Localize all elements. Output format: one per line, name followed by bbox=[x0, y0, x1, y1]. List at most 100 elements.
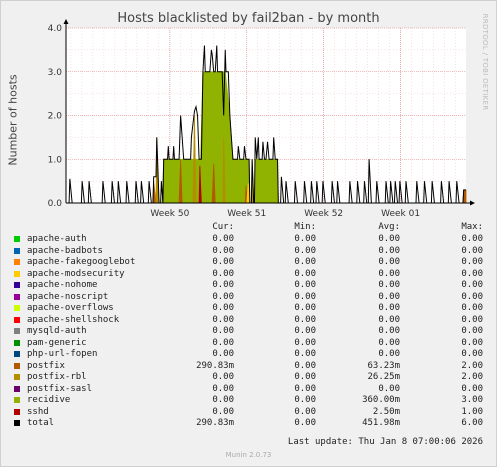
legend-row-postfix-rbl: postfix-rbl 0.00 0.00 26.25m 2.00 bbox=[0, 372, 497, 383]
legend-cur: 0.00 bbox=[212, 406, 234, 417]
legend-cur: 0.00 bbox=[212, 257, 234, 267]
legend-avg: 0.00 bbox=[378, 257, 400, 267]
legend-min: 0.00 bbox=[294, 383, 316, 394]
legend-row-pam-generic: pam-generic 0.00 0.00 0.00 0.00 bbox=[0, 338, 497, 349]
y-tick-label: 3.0 bbox=[48, 68, 63, 78]
legend-row-apache-badbots: apache-badbots 0.00 0.00 0.00 0.00 bbox=[0, 246, 497, 257]
legend-cur: 0.00 bbox=[212, 280, 234, 290]
legend-min: 0.00 bbox=[294, 337, 316, 348]
legend-row-apache-shellshock: apache-shellshock 0.00 0.00 0.00 0.00 bbox=[0, 315, 497, 326]
legend-swatch bbox=[14, 374, 20, 380]
legend-row-php-url-fopen: php-url-fopen 0.00 0.00 0.00 0.00 bbox=[0, 349, 497, 360]
y-tick-label: 2.0 bbox=[48, 112, 63, 122]
legend-cur: 0.00 bbox=[212, 349, 234, 359]
legend-cur: 0.00 bbox=[212, 291, 234, 302]
legend-max: 0.00 bbox=[461, 326, 483, 336]
legend-cur: 290.83m bbox=[196, 360, 234, 371]
legend-min: 0.00 bbox=[294, 349, 316, 359]
legend-swatch bbox=[14, 339, 20, 346]
legend-name: postfix bbox=[27, 360, 65, 371]
legend-max: 0.00 bbox=[461, 268, 483, 279]
legend-name: apache-noscript bbox=[27, 291, 109, 302]
legend-swatch bbox=[14, 316, 20, 323]
legend-min: 0.00 bbox=[294, 418, 316, 428]
legend-header: Cur: Min: Avg: Max: bbox=[0, 222, 497, 233]
y-tick-label: 0.0 bbox=[48, 199, 63, 209]
legend-name: sshd bbox=[27, 406, 49, 417]
legend-row-apache-noscript: apache-noscript 0.00 0.00 0.00 0.00 bbox=[0, 292, 497, 303]
legend-name: postfix-rbl bbox=[27, 372, 87, 382]
legend-header-max: Max: bbox=[461, 222, 483, 232]
legend-swatch bbox=[14, 408, 20, 415]
legend-row-mysqld-auth: mysqld-auth 0.00 0.00 0.00 0.00 bbox=[0, 326, 497, 337]
legend-avg: 360.00m bbox=[362, 395, 400, 405]
legend-row-total: total 290.83m 0.00 451.98m 6.00 bbox=[0, 418, 497, 429]
legend-name: total bbox=[27, 418, 55, 428]
legend-name: mysqld-auth bbox=[27, 326, 87, 336]
legend-row-apache-auth: apache-auth 0.00 0.00 0.00 0.00 bbox=[0, 234, 497, 245]
legend-cur: 0.00 bbox=[212, 383, 234, 394]
legend-swatch bbox=[14, 270, 20, 277]
legend-cur: 0.00 bbox=[212, 268, 234, 279]
legend-avg: 0.00 bbox=[378, 234, 400, 244]
legend-row-postfix-sasl: postfix-sasl 0.00 0.00 0.00 0.00 bbox=[0, 384, 497, 395]
legend-min: 0.00 bbox=[294, 234, 316, 244]
legend-swatch bbox=[14, 397, 20, 403]
legend-max: 2.00 bbox=[461, 360, 483, 371]
legend-name: recidive bbox=[27, 395, 71, 405]
legend-avg: 0.00 bbox=[378, 245, 400, 256]
legend-avg: 0.00 bbox=[378, 291, 400, 302]
legend-avg: 0.00 bbox=[378, 314, 400, 325]
legend-max: 0.00 bbox=[461, 257, 483, 267]
legend-max: 6.00 bbox=[461, 418, 483, 428]
legend-header-min: Min: bbox=[294, 222, 316, 232]
legend-max: 0.00 bbox=[461, 383, 483, 394]
legend-name: apache-fakegooglebot bbox=[27, 257, 136, 267]
legend-cur: 0.00 bbox=[212, 245, 234, 256]
legend-swatch bbox=[14, 305, 20, 311]
legend-swatch bbox=[14, 247, 20, 254]
y-axis-arrow bbox=[63, 19, 69, 24]
legend-header-cur: Cur: bbox=[212, 222, 234, 232]
legend-swatch bbox=[14, 282, 20, 288]
munin-version: Munin 2.0.73 bbox=[225, 451, 272, 459]
legend-max: 2.00 bbox=[461, 372, 483, 382]
legend-name: postfix-sasl bbox=[27, 383, 93, 394]
legend-cur: 0.00 bbox=[212, 326, 234, 336]
legend-min: 0.00 bbox=[294, 372, 316, 382]
legend-row-apache-overflows: apache-overflows 0.00 0.00 0.00 0.00 bbox=[0, 303, 497, 314]
legend-min: 0.00 bbox=[294, 406, 316, 417]
y-tick-label: 1.0 bbox=[48, 155, 63, 165]
legend-swatch bbox=[14, 293, 20, 300]
legend-cur: 0.00 bbox=[212, 303, 234, 313]
legend-name: apache-nohome bbox=[27, 280, 98, 290]
legend-avg: 2.50m bbox=[372, 406, 400, 417]
legend-min: 0.00 bbox=[294, 291, 316, 302]
legend-swatch bbox=[14, 385, 20, 392]
legend-avg: 0.00 bbox=[378, 349, 400, 359]
legend-cur: 0.00 bbox=[212, 337, 234, 348]
legend-name: apache-overflows bbox=[27, 303, 114, 313]
legend-cur: 290.83m bbox=[196, 418, 234, 428]
legend-swatch bbox=[14, 236, 20, 242]
legend-min: 0.00 bbox=[294, 326, 316, 336]
legend-swatch bbox=[14, 362, 20, 369]
legend-name: php-url-fopen bbox=[27, 349, 98, 359]
x-tick-label: Week 01 bbox=[381, 209, 420, 219]
legend-row-apache-fakegooglebot: apache-fakegooglebot 0.00 0.00 0.00 0.00 bbox=[0, 257, 497, 268]
legend-name: pam-generic bbox=[27, 337, 87, 348]
legend-name: apache-badbots bbox=[27, 245, 103, 256]
x-tick-label: Week 52 bbox=[304, 209, 343, 219]
y-tick-label: 4.0 bbox=[48, 24, 63, 34]
legend-cur: 0.00 bbox=[212, 314, 234, 325]
legend-max: 0.00 bbox=[461, 349, 483, 359]
legend-row-recidive: recidive 0.00 0.00 360.00m 3.00 bbox=[0, 395, 497, 406]
legend-min: 0.00 bbox=[294, 280, 316, 290]
legend-min: 0.00 bbox=[294, 268, 316, 279]
legend-min: 0.00 bbox=[294, 303, 316, 313]
legend-min: 0.00 bbox=[294, 245, 316, 256]
legend-min: 0.00 bbox=[294, 257, 316, 267]
legend-avg: 0.00 bbox=[378, 303, 400, 313]
legend-row-apache-nohome: apache-nohome 0.00 0.00 0.00 0.00 bbox=[0, 280, 497, 291]
legend-avg: 0.00 bbox=[378, 326, 400, 336]
